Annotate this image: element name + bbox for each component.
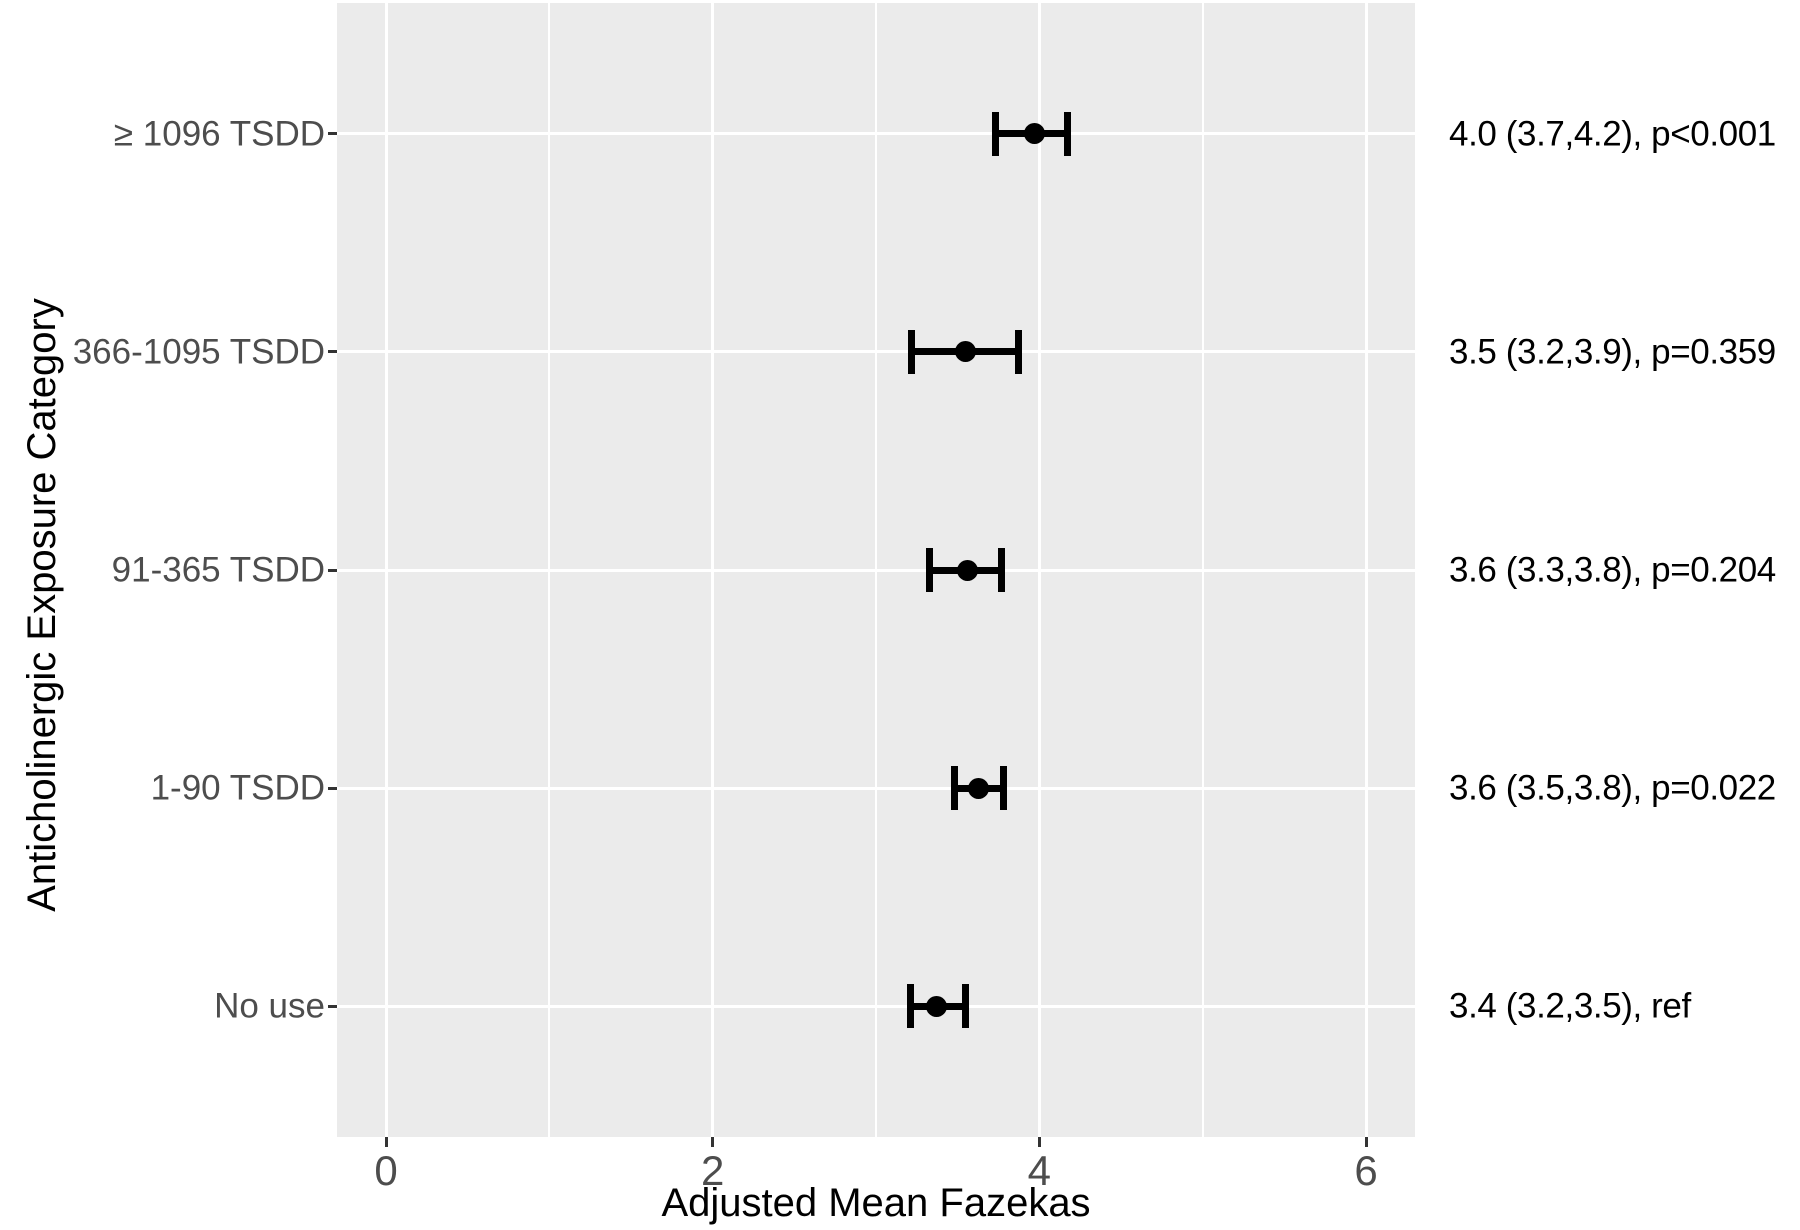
error-bar-cap-right xyxy=(962,984,970,1029)
mean-point xyxy=(955,341,977,363)
error-bar-cap-right xyxy=(1063,111,1071,156)
x-tick-label: 2 xyxy=(700,1147,725,1194)
y-axis-tick xyxy=(328,786,337,790)
major-horizontal-gridline xyxy=(337,786,1415,790)
y-axis-tick xyxy=(328,568,337,572)
error-bar-cap-left xyxy=(991,111,999,156)
error-bar-cap-left xyxy=(926,548,934,592)
y-tick-label: No use xyxy=(214,986,325,1026)
error-bar-cap-left xyxy=(908,329,916,374)
y-tick-label: ≥ 1096 TSDD xyxy=(113,114,325,154)
x-axis-tick xyxy=(384,1137,388,1147)
mean-point xyxy=(1023,123,1045,145)
x-axis-tick xyxy=(1364,1137,1368,1147)
y-tick-label: 1-90 TSDD xyxy=(150,768,325,808)
estimate-annotation: 3.5 (3.2,3.9), p=0.359 xyxy=(1449,332,1776,372)
y-tick-label: 91-365 TSDD xyxy=(111,550,325,590)
error-bar-cap-left xyxy=(950,766,958,811)
x-axis-title: Adjusted Mean Fazekas xyxy=(661,1181,1091,1225)
estimate-annotation: 3.4 (3.2,3.5), ref xyxy=(1449,986,1691,1026)
error-bar-cap-right xyxy=(1014,329,1022,374)
mean-point xyxy=(956,559,978,581)
y-axis-tick xyxy=(328,132,337,136)
x-axis-tick xyxy=(711,1137,715,1147)
error-bar-cap-right xyxy=(999,766,1007,811)
estimate-annotation: 3.6 (3.3,3.8), p=0.204 xyxy=(1449,550,1776,590)
estimate-annotation: 4.0 (3.7,4.2), p<0.001 xyxy=(1449,114,1776,154)
estimate-annotation: 3.6 (3.5,3.8), p=0.022 xyxy=(1449,768,1776,808)
x-tick-label: 6 xyxy=(1354,1147,1378,1194)
error-bar-cap-right xyxy=(998,548,1006,592)
y-axis-tick xyxy=(328,1004,337,1008)
x-axis-tick xyxy=(1037,1137,1041,1147)
x-tick-label: 0 xyxy=(374,1147,398,1194)
major-horizontal-gridline xyxy=(337,350,1415,354)
error-bar-cap-left xyxy=(906,984,914,1029)
mean-point xyxy=(925,995,947,1017)
major-horizontal-gridline xyxy=(337,1004,1415,1008)
y-tick-label: 366-1095 TSDD xyxy=(72,332,325,372)
major-horizontal-gridline xyxy=(337,568,1415,572)
y-axis-title: Anticholinergic Exposure Category xyxy=(20,298,64,912)
x-tick-label: 4 xyxy=(1027,1147,1052,1194)
y-axis-tick xyxy=(328,350,337,354)
mean-point xyxy=(968,777,990,799)
major-horizontal-gridline xyxy=(337,132,1415,136)
